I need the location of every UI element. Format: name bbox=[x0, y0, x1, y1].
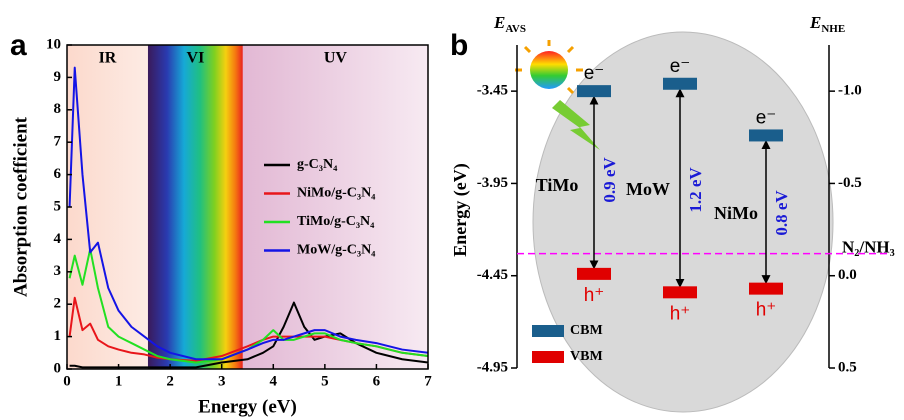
spectral-region bbox=[147, 45, 243, 369]
x-tick-label: 6 bbox=[373, 373, 381, 389]
axis-subscript: NHE bbox=[821, 23, 845, 35]
gap-label: 0.9 eV bbox=[600, 157, 619, 203]
axis-subscript: AVS bbox=[505, 23, 526, 35]
y2-tick-label: -0.5 bbox=[838, 175, 862, 191]
y2-tick-label: 0.5 bbox=[838, 359, 857, 375]
vbm-bar bbox=[663, 286, 697, 299]
legend-label: NiMo/g-C₃N₄ bbox=[297, 186, 376, 201]
electron-label: e⁻ bbox=[584, 63, 605, 84]
x-axis-label: Energy (eV) bbox=[198, 396, 297, 417]
cbm-bar bbox=[749, 129, 783, 142]
y-tick-label: 0 bbox=[54, 360, 62, 376]
y-tick-label: 1 bbox=[54, 328, 62, 344]
y2-tick-label: 0.0 bbox=[838, 267, 857, 283]
y-tick-label: 3 bbox=[54, 263, 62, 279]
y-tick-label: 7 bbox=[54, 134, 62, 150]
y-tick-label: 4 bbox=[54, 231, 62, 247]
x-tick-label: 7 bbox=[424, 373, 432, 389]
spectral-region bbox=[242, 45, 428, 369]
cbm-bar bbox=[663, 77, 697, 90]
panel-label: a bbox=[10, 29, 27, 62]
cbm-bar bbox=[577, 85, 611, 98]
y-tick-label: 9 bbox=[54, 69, 62, 85]
hole-label: h⁺ bbox=[756, 300, 777, 321]
legend-label: g-C₃N₄ bbox=[297, 157, 338, 172]
x-tick-label: 5 bbox=[321, 373, 329, 389]
reference-label: N₂/NH₃ bbox=[842, 237, 895, 256]
legend-label: MoW/g-C₃N₄ bbox=[297, 243, 376, 258]
y-axis-label: Energy (eV) bbox=[450, 163, 471, 256]
series-line bbox=[68, 66, 429, 361]
x-tick-label: 1 bbox=[115, 373, 123, 389]
y2-tick-label: -1.0 bbox=[838, 83, 862, 99]
x-tick-label: 2 bbox=[166, 373, 174, 389]
x-tick-label: 3 bbox=[218, 373, 226, 389]
electron-label: e⁻ bbox=[756, 107, 777, 128]
panel-label: b bbox=[450, 29, 468, 62]
x-tick-label: 0 bbox=[63, 373, 71, 389]
region-label: UV bbox=[324, 50, 348, 67]
y-tick-label: -3.45 bbox=[477, 83, 508, 99]
y-tick-label: -3.95 bbox=[477, 175, 508, 191]
y2-axis-title: ENHE bbox=[809, 13, 845, 35]
axis-symbol: E bbox=[493, 13, 505, 32]
hole-label: h⁺ bbox=[670, 303, 691, 324]
axis-symbol: E bbox=[809, 13, 821, 32]
y-tick-label: -4.95 bbox=[477, 359, 508, 375]
y-tick-label: 10 bbox=[46, 36, 61, 52]
legend-swatch bbox=[532, 351, 564, 363]
spectral-region bbox=[67, 45, 148, 369]
region-label: VI bbox=[187, 50, 205, 67]
legend-label: VBM bbox=[570, 349, 603, 364]
gap-label: 0.8 eV bbox=[772, 190, 791, 236]
x-tick-label: 4 bbox=[270, 373, 278, 389]
y-axis-title: EAVS bbox=[493, 13, 526, 35]
series-line bbox=[69, 301, 429, 369]
panel-a: IR VI UV g-C₃N₄ NiMo/g-C₃N₄ TiMo/g-C₃N₄ MoW/g-… bbox=[10, 29, 432, 417]
legend-swatch bbox=[532, 325, 564, 337]
y-tick-label: 2 bbox=[54, 296, 62, 312]
gap-label: 1.2 eV bbox=[686, 167, 705, 213]
material-label: NiMo bbox=[714, 203, 758, 223]
electron-label: e⁻ bbox=[670, 56, 691, 77]
sun-icon bbox=[515, 40, 600, 150]
y-tick-label: 5 bbox=[54, 198, 62, 214]
legend-label: TiMo/g-C₃N₄ bbox=[297, 214, 375, 229]
y-tick-label: 8 bbox=[54, 101, 62, 117]
y-tick-label: -4.45 bbox=[477, 267, 508, 283]
hole-label: h⁺ bbox=[584, 285, 605, 306]
vbm-bar bbox=[577, 267, 611, 280]
material-label: MoW bbox=[626, 179, 670, 199]
vbm-bar bbox=[749, 282, 783, 295]
material-label: TiMo bbox=[536, 175, 579, 195]
y-tick-label: 6 bbox=[54, 166, 62, 182]
legend-label: CBM bbox=[570, 323, 603, 338]
region-label: IR bbox=[99, 50, 117, 67]
y-axis-label: Absorption coefficient bbox=[10, 116, 31, 297]
